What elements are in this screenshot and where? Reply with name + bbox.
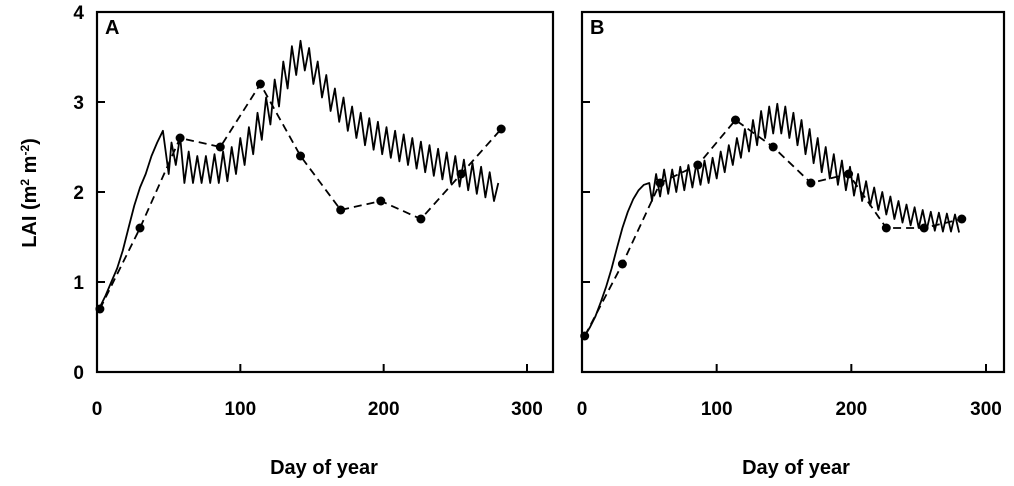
y-axis-title-end: ) <box>19 138 41 145</box>
plot-frame-b <box>580 10 1006 374</box>
y-axis-title-sup2: -2 <box>18 145 32 156</box>
panel-label-b: B <box>590 17 604 39</box>
panel-b: B 0 100 200 300 Day of year <box>577 10 1006 479</box>
observed-point-a-5 <box>296 151 305 161</box>
observed-point-a-1 <box>135 223 145 233</box>
observed-point-b-8 <box>881 223 891 233</box>
observed-point-a-4 <box>255 79 265 89</box>
y-axis-title-main: LAI (m <box>19 186 41 248</box>
observed-point-b-1 <box>617 259 627 269</box>
simulated-line-a <box>99 39 500 308</box>
observed-point-a-10 <box>496 124 506 134</box>
observed-line-a <box>99 82 502 310</box>
y-tick-label-a-4: 4 <box>73 3 84 24</box>
y-axis-title: LAI (m2 m-2) <box>18 138 41 248</box>
x-tick-label-a-0: 0 <box>92 399 103 420</box>
observed-point-b-10 <box>957 214 967 224</box>
x-tick-label-b-100: 100 <box>701 399 733 420</box>
observed-point-a-8 <box>416 214 426 224</box>
observed-point-a-3 <box>215 142 225 152</box>
y-axis-title-sup1: 2 <box>18 179 32 186</box>
observed-point-a-7 <box>376 196 386 206</box>
x-tick-label-a-300: 300 <box>511 399 543 420</box>
y-tick-label-a-0: 0 <box>73 363 84 384</box>
y-tick-label-a-2: 2 <box>73 183 84 204</box>
x-tick-label-b-300: 300 <box>970 399 1002 420</box>
panel-label-a: A <box>105 17 119 39</box>
y-tick-label-a-1: 1 <box>73 273 84 294</box>
observed-line-b <box>583 118 963 337</box>
x-axis-title-a: Day of year <box>270 457 378 479</box>
observed-point-b-6 <box>806 178 816 188</box>
observed-point-a-0 <box>95 304 105 314</box>
y-tick-label-a-3: 3 <box>73 93 84 114</box>
x-axis-title-b: Day of year <box>742 457 850 479</box>
x-tick-label-a-200: 200 <box>368 399 400 420</box>
y-axis-title-mid: m <box>19 156 41 179</box>
simulated-line-b <box>583 102 960 337</box>
x-tick-label-b-200: 200 <box>835 399 867 420</box>
panel-a: A 0 100 200 300 0 1 2 3 4 Day of year <box>73 3 555 479</box>
observed-point-a-6 <box>336 205 346 215</box>
observed-point-b-5 <box>768 142 778 152</box>
x-tick-label-b-0: 0 <box>577 399 588 420</box>
x-tick-label-a-100: 100 <box>224 399 256 420</box>
observed-point-b-4 <box>731 115 740 125</box>
